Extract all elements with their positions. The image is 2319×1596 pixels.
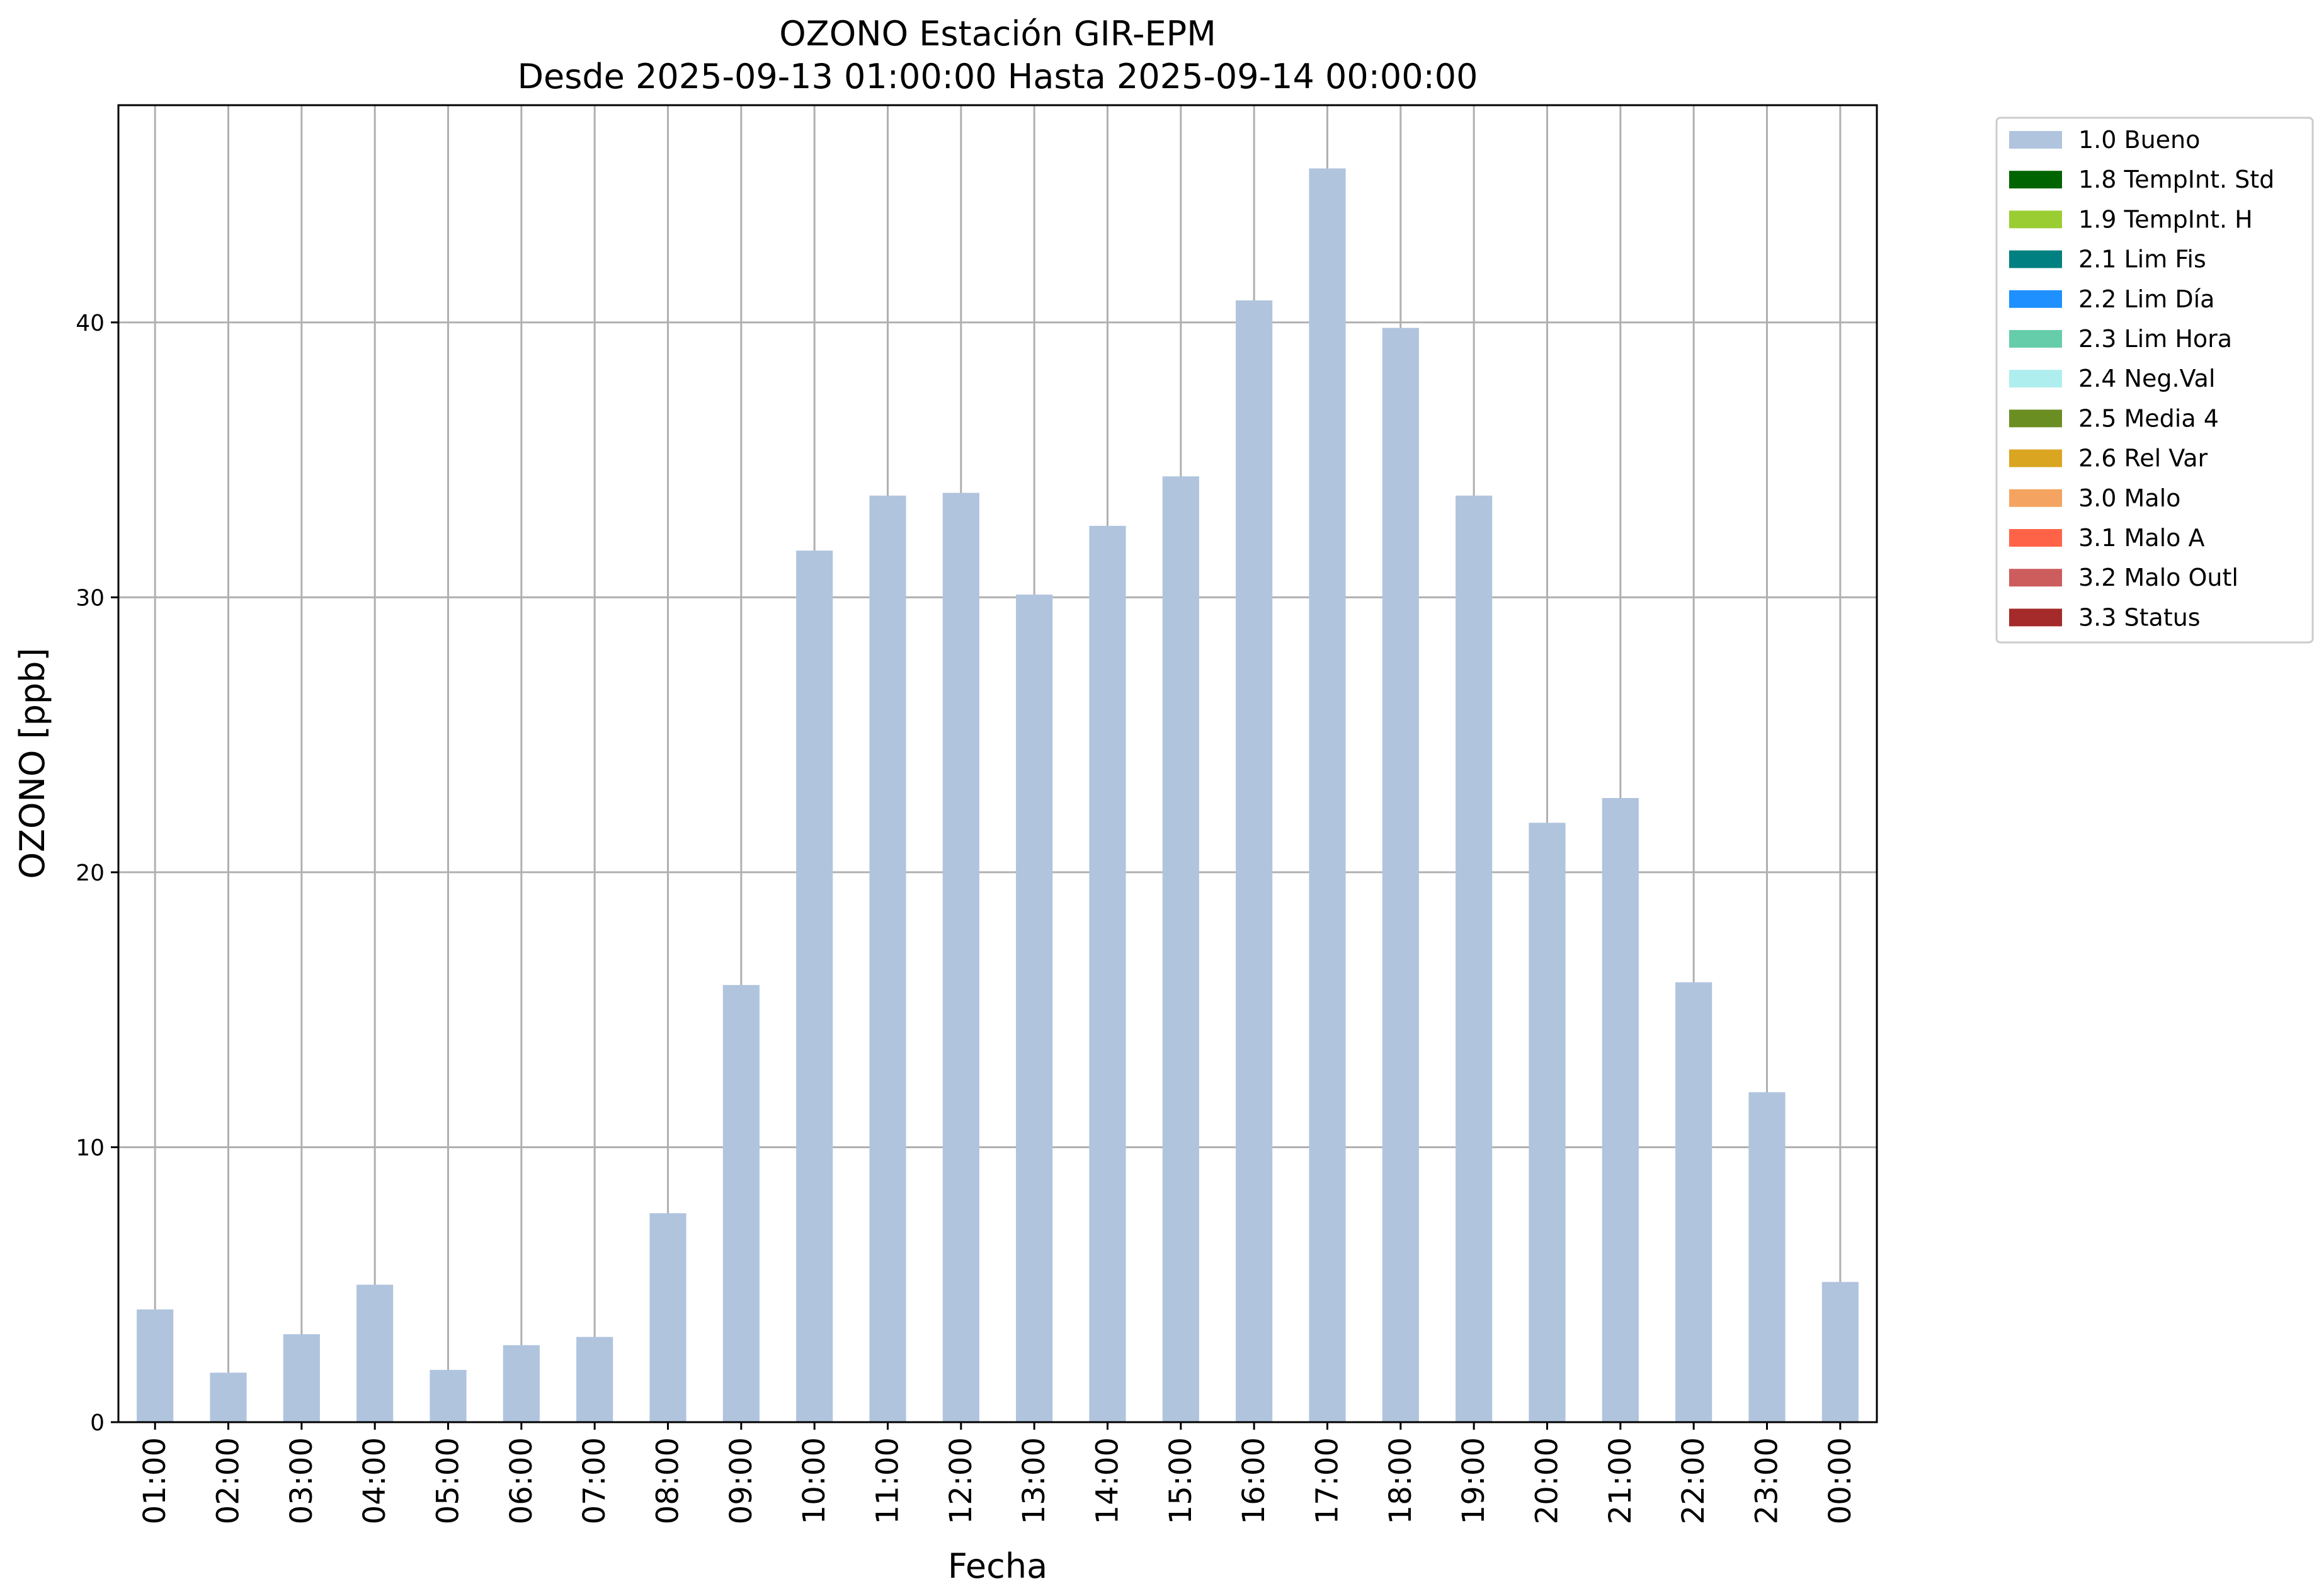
legend: 1.0 Bueno 1.8 TempInt. Std 1.9 TempInt. H 2… [1995,117,2314,644]
bar-2200 [1675,982,1712,1422]
legend-label: 2.5 Media 4 [2078,404,2219,432]
bar-1700 [1309,168,1346,1422]
bar-1100 [869,495,906,1422]
legend-label: 2.6 Rel Var [2078,445,2208,472]
x-tick-label: 15:00 [1163,1437,1199,1524]
legend-label: 3.1 Malo A [2078,524,2204,552]
x-tick-label: 19:00 [1456,1437,1491,1524]
x-tick-label: 13:00 [1017,1437,1052,1524]
legend-label: 2.4 Neg.Val [2078,365,2215,392]
bar-1600 [1236,300,1273,1422]
legend-label: 1.0 Bueno [2078,126,2200,154]
x-tick-label: 00:00 [1823,1437,1858,1524]
x-tick-label: 17:00 [1310,1437,1345,1524]
y-tick-label: 30 [76,585,105,611]
x-tick-label: 05:00 [431,1437,466,1524]
legend-swatch [2009,489,2062,507]
bar-0700 [576,1337,613,1422]
y-tick-label: 20 [76,860,105,886]
legend-items: 1.0 Bueno 1.8 TempInt. Std 1.9 TempInt. H 2… [2009,126,2274,631]
legend-label: 2.3 Lim Hora [2078,325,2232,353]
legend-swatch [2009,370,2062,388]
bar-0500 [430,1370,467,1422]
x-tick-label: 07:00 [577,1437,612,1524]
bar-1500 [1162,476,1199,1422]
bar-0900 [722,984,760,1422]
x-tick-label: 23:00 [1750,1437,1785,1524]
y-axis-label: OZONO [ppb] [13,647,52,879]
bar-0800 [649,1213,687,1422]
y-tick-label: 0 [90,1410,105,1436]
bar-0000 [1821,1282,1859,1422]
bar-1900 [1456,495,1493,1422]
bar-2100 [1602,798,1639,1422]
bar-2300 [1748,1092,1786,1422]
y-tick-label: 40 [76,311,105,336]
bar-0200 [210,1372,247,1422]
legend-label: 3.3 Status [2078,603,2201,631]
x-tick-label: 11:00 [870,1437,906,1524]
bars-layer [137,168,1859,1423]
bar-1800 [1382,328,1419,1422]
x-axis-ticks: 01:00 02:00 03:00 04:00 05:00 06:00 07:00 08:00… [137,1422,1858,1524]
x-tick-label: 10:00 [797,1437,832,1524]
legend-swatch [2009,529,2062,547]
x-tick-label: 02:00 [211,1437,246,1524]
legend-swatch [2009,250,2062,268]
x-tick-label: 14:00 [1090,1437,1125,1524]
chart-title-line1: OZONO Estación GIR-EPM [779,14,1216,54]
x-tick-label: 18:00 [1383,1437,1418,1524]
legend-frame [1995,117,2314,644]
bar-0100 [137,1309,174,1422]
legend-label: 3.2 Malo Outl [2078,564,2238,591]
legend-swatch [2009,569,2062,587]
legend-swatch [2009,449,2062,467]
legend-label: 3.0 Malo [2078,484,2180,512]
x-tick-label: 16:00 [1236,1437,1272,1524]
x-tick-label: 03:00 [284,1437,319,1524]
bar-0400 [356,1284,394,1422]
legend-label: 1.9 TempInt. H [2078,205,2253,233]
y-axis-ticks: 0 10 20 30 40 [76,311,118,1436]
legend-label: 2.2 Lim Día [2078,285,2214,313]
x-tick-label: 01:00 [137,1437,173,1524]
legend-swatch [2009,210,2062,229]
legend-swatch [2009,131,2062,149]
x-tick-label: 22:00 [1676,1437,1711,1524]
legend-swatch [2009,409,2062,428]
bar-1200 [942,493,979,1422]
legend-label: 2.1 Lim Fis [2078,246,2206,273]
bar-0600 [503,1345,540,1422]
legend-swatch [2009,171,2062,189]
legend-swatch [2009,608,2062,627]
bar-1300 [1016,595,1053,1423]
x-tick-label: 12:00 [943,1437,979,1524]
bar-2000 [1529,823,1566,1422]
x-tick-label: 06:00 [504,1437,539,1524]
chart-title-line2: Desde 2025-09-13 01:00:00 Hasta 2025-09-… [517,57,1478,96]
bar-1400 [1089,525,1126,1422]
bar-0300 [283,1334,320,1422]
y-tick-label: 10 [76,1135,105,1161]
plot-frame [117,104,1878,1423]
x-axis-label: Fecha [948,1546,1047,1586]
x-tick-label: 04:00 [357,1437,392,1524]
legend-swatch [2009,330,2062,348]
legend-swatch [2009,290,2062,308]
bar-1000 [796,550,833,1422]
x-tick-label: 09:00 [724,1437,759,1524]
x-tick-label: 20:00 [1530,1437,1565,1524]
x-tick-label: 21:00 [1603,1437,1638,1524]
x-tick-label: 08:00 [651,1437,686,1524]
legend-label: 1.8 TempInt. Std [2078,166,2274,193]
